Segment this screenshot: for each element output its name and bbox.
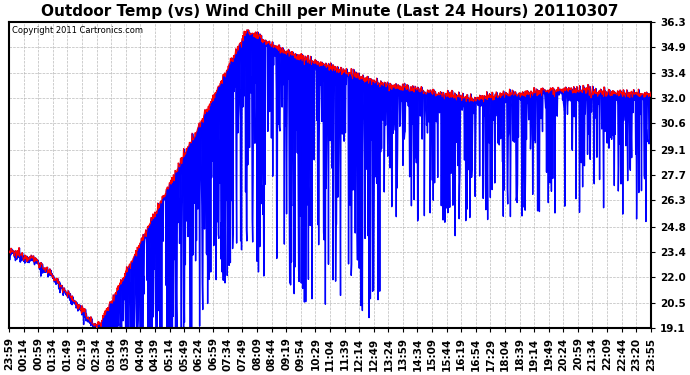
Text: Copyright 2011 Cartronics.com: Copyright 2011 Cartronics.com [12, 26, 144, 35]
Title: Outdoor Temp (vs) Wind Chill per Minute (Last 24 Hours) 20110307: Outdoor Temp (vs) Wind Chill per Minute … [41, 4, 619, 19]
